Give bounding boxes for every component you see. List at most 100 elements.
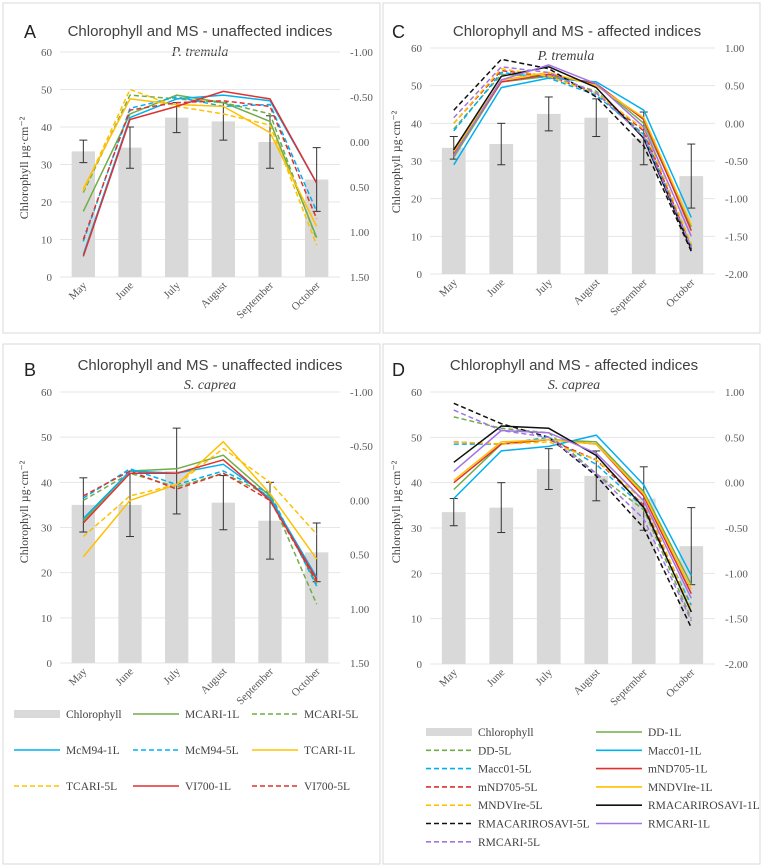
month-label: May (67, 665, 90, 688)
month-label: August (571, 667, 602, 698)
series-line-vi700-5l (82, 100, 318, 240)
legend-label: MNDVIre-5L (478, 800, 543, 812)
panel-B-subtitle: S. caprea (184, 378, 236, 393)
legend-label: McM94-5L (185, 745, 239, 757)
left-tick-label: 40 (41, 122, 53, 134)
chlorophyll-bar (165, 117, 189, 277)
right-tick-label: -1.00 (725, 194, 748, 206)
left-tick-label: 60 (411, 387, 423, 399)
legend-label: Chlorophyll (478, 727, 534, 739)
right-tick-label: 0.00 (350, 137, 370, 149)
panel-D-frame (382, 343, 761, 865)
month-label: May (437, 276, 460, 299)
right-tick-label: 0.00 (350, 495, 370, 507)
right-tick-label: -2.00 (725, 269, 748, 281)
left-tick-label: 20 (41, 568, 53, 580)
left-tick-label: 20 (411, 194, 423, 206)
month-label: October (664, 276, 698, 310)
right-tick-label: 0.00 (725, 118, 745, 130)
panel-B-plot: 0 10 20 30 40 50 60 1.50 1.00 0.50 0.00 -0.50 -1.00 M… (41, 387, 373, 707)
right-tick-label: 0.00 (725, 478, 745, 490)
month-label: September (608, 666, 650, 708)
series-line-macc01-1l (453, 434, 692, 576)
right-tick-label: 0.50 (350, 550, 370, 562)
left-tick-label: 30 (411, 156, 423, 168)
series-line-mcm94-1l (82, 463, 318, 578)
panel-B-title: Chlorophyll and MS - unaffected indices (78, 357, 343, 374)
month-label: June (113, 280, 136, 303)
legend-swatch (426, 728, 472, 736)
right-tick-label: 0.50 (350, 182, 370, 194)
legend-item: DD-1L (596, 727, 681, 739)
month-label: July (533, 276, 555, 298)
left-tick-label: 0 (47, 658, 53, 670)
chlorophyll-bar (631, 138, 656, 274)
left-tick-label: 30 (41, 523, 53, 535)
month-label: September (234, 665, 276, 707)
panel-D-plot: 0 10 20 30 40 50 60 -2.00 -1.50 -1.00 -0.50 0.00 0.5… (411, 387, 748, 708)
right-tick-label: -0.50 (725, 523, 748, 535)
right-tick-label: 1.50 (350, 658, 370, 670)
left-tick-label: 50 (411, 81, 423, 93)
right-tick-label: 0.50 (725, 432, 745, 444)
series-line-mndvire-5l (453, 441, 692, 610)
legend-item: McM94-5L (133, 745, 239, 757)
left-tick-label: 60 (41, 47, 53, 59)
legend-swatch (14, 710, 60, 718)
legend-label: RMCARI-5L (478, 837, 540, 849)
month-label: August (198, 666, 229, 697)
month-label: August (198, 280, 229, 311)
chlorophyll-bar (441, 512, 466, 664)
right-tick-label: -0.50 (350, 92, 373, 104)
left-tick-label: 50 (41, 85, 53, 97)
series-line-rmacarirosavi-5l (453, 402, 692, 629)
chlorophyll-bar (441, 147, 466, 274)
legend-label: Macc01-5L (478, 764, 532, 776)
panel-C-subtitle: P. tremula (537, 49, 595, 64)
month-label: October (664, 666, 698, 700)
panel-letter-D: D (392, 360, 405, 380)
month-label: July (533, 666, 555, 688)
legend-item: RMACARIROSAVI-5L (426, 819, 590, 831)
month-label: May (437, 666, 460, 689)
left-tick-label: 10 (411, 231, 423, 243)
chlorophyll-bar (211, 121, 235, 277)
legend-item: MCARI-1L (133, 709, 239, 721)
month-label: July (161, 279, 183, 301)
series-line-rmacarirosavi-1l (453, 66, 692, 250)
left-tick-label: 40 (411, 118, 423, 130)
panel-D-title: Chlorophyll and MS - affected indices (450, 357, 698, 374)
series-line-tcari-5l (82, 88, 318, 246)
legend-label: mND705-1L (648, 764, 707, 776)
legend-item: Macc01-1L (596, 745, 702, 757)
panel-letter-A: A (24, 22, 36, 42)
month-label: June (485, 277, 508, 300)
legend-label: MCARI-5L (304, 709, 358, 721)
panel-C-ylabel: Chlorophyll µg·cm⁻² (389, 110, 403, 213)
panel-C-title: Chlorophyll and MS - affected indices (453, 23, 701, 40)
legend-label: VI700-5L (304, 781, 350, 793)
legend-item: MNDVIre-1L (596, 782, 713, 794)
series-line-macc01-5l (453, 71, 692, 247)
legend-item: MCARI-5L (252, 709, 358, 721)
legend-label: TCARI-5L (66, 781, 117, 793)
series-line-mcm94-5l (82, 468, 318, 587)
legend-label: TCARI-1L (304, 745, 355, 757)
series-line-macc01-1l (453, 77, 692, 218)
month-label: October (289, 279, 323, 313)
month-label: June (113, 666, 136, 689)
panel-A-plot: 0 10 20 30 40 50 60 1.50 1.00 0.50 0.00 -0.50 -1.00 M… (41, 47, 373, 321)
panel-C-frame (382, 2, 761, 334)
left-tick-label: 0 (417, 659, 423, 671)
series-line-mnd705-5l (453, 438, 692, 613)
left-tick-label: 50 (411, 432, 423, 444)
chlorophyll-bar (258, 142, 282, 277)
month-label: September (608, 276, 650, 318)
series-line-mnd705-5l (453, 69, 692, 248)
left-tick-label: 0 (47, 272, 53, 284)
right-tick-label: 1.00 (725, 43, 745, 55)
month-label: September (234, 279, 276, 321)
series-line-vi700-1l (82, 459, 318, 580)
panel-C-plot: 0 10 20 30 40 50 60 -2.00 -1.50 -1.00 -0.50 0.00 0.5… (411, 43, 748, 318)
